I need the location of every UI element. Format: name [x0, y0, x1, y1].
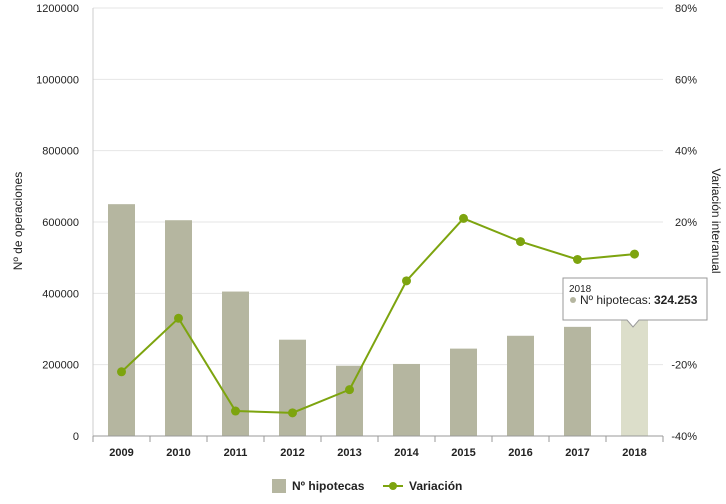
- y-right-tick-label: 80%: [675, 3, 697, 15]
- tooltip-value: 324.253: [654, 293, 698, 307]
- legend-bar-swatch[interactable]: [272, 479, 286, 493]
- x-tick-label: 2011: [224, 447, 248, 459]
- x-tick-label: 2018: [622, 447, 646, 459]
- y-left-tick-label: 200000: [42, 360, 79, 372]
- y-left-ticks: 0 200000 400000 600000 800000 1000000 1200000: [36, 3, 79, 443]
- bar-2012: [279, 339, 306, 436]
- tooltip-box: [562, 277, 708, 328]
- y-right-tick-label: -20%: [671, 360, 697, 372]
- bar-2009: [108, 204, 135, 436]
- bar-2013: [336, 365, 363, 436]
- legend: Nº hipotecas Variación: [272, 479, 462, 493]
- tooltip-label: Nº hipotecas:: [580, 293, 651, 307]
- legend-line-marker[interactable]: [389, 482, 397, 490]
- variation-point-2011: [231, 406, 240, 416]
- y-left-tick-label: 0: [73, 431, 79, 443]
- y-right-tick-label: -40%: [671, 431, 697, 443]
- legend-line-label[interactable]: Variación: [409, 479, 462, 493]
- variation-point-2010: [174, 313, 183, 323]
- variation-point-2016: [516, 237, 525, 247]
- x-tick-label: 2016: [508, 447, 532, 459]
- x-tick-label: 2012: [280, 447, 304, 459]
- x-tick-label: 2015: [451, 447, 475, 459]
- y-left-tick-label: 1200000: [36, 3, 79, 15]
- y-right-tick-label: 20%: [675, 217, 697, 229]
- bar-2018: [621, 320, 648, 436]
- tooltip-year: 2018: [569, 284, 592, 295]
- y-left-tick-label: 800000: [42, 146, 79, 158]
- bar-2016: [507, 335, 534, 436]
- x-tick-label: 2013: [337, 447, 361, 459]
- y-right-tick-label: 40%: [675, 146, 697, 158]
- y-right-ticks: -40%-20%0%20%40%60%80%: [671, 3, 697, 443]
- y-left-tick-label: 400000: [42, 288, 79, 300]
- tooltip: 2018 Nº hipotecas: 324.253: [562, 277, 708, 328]
- bar-2017: [564, 326, 591, 436]
- y-right-tick-label: 60%: [675, 74, 697, 86]
- x-tick-label: 2017: [565, 447, 589, 459]
- variation-point-2012: [288, 408, 297, 418]
- legend-bar-label[interactable]: Nº hipotecas: [292, 479, 365, 493]
- variation-point-2009: [117, 367, 126, 377]
- variation-line: [120, 217, 635, 414]
- variation-point-2014: [402, 276, 411, 286]
- bar-2014: [393, 363, 420, 436]
- x-tick-label: 2009: [109, 447, 133, 459]
- variation-point-2013: [345, 385, 354, 395]
- variation-point-2017: [573, 254, 582, 264]
- x-tick-label: 2010: [166, 447, 190, 459]
- tooltip-swatch: [570, 297, 576, 303]
- bar-2015: [450, 348, 477, 436]
- y-right-axis-title: Variación interanual: [709, 168, 723, 273]
- y-left-tick-label: 1000000: [36, 74, 79, 86]
- y-left-tick-label: 600000: [42, 217, 79, 229]
- line-series: [117, 213, 639, 418]
- variation-point-2015: [459, 213, 468, 223]
- y-left-axis-title: Nº de operaciones: [11, 172, 25, 270]
- variation-point-2018: [630, 249, 639, 259]
- x-ticks: 2009 2010 2011 2012 2013 2014 2015 2016 2017 2018: [92, 436, 664, 459]
- x-tick-label: 2014: [394, 447, 419, 459]
